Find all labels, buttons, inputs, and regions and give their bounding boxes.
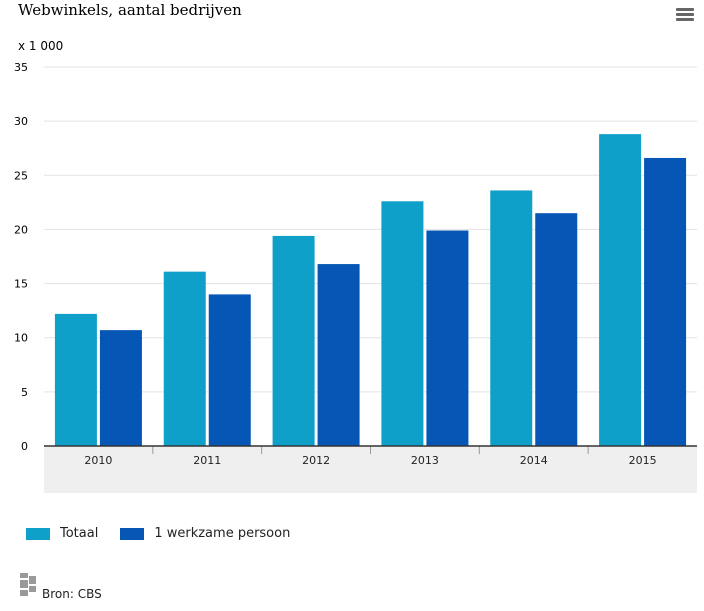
y-tick-label-20: 20 (14, 223, 28, 236)
bar-totaal-2015 (599, 134, 642, 446)
x-tick-label-2015: 2015 (629, 454, 657, 467)
legend-item-totaal[interactable]: Totaal (26, 526, 98, 541)
bar-werkzame-persoon-2010 (99, 330, 142, 446)
x-tick-label-2010: 2010 (84, 454, 112, 467)
bar-totaal-2012 (272, 235, 315, 446)
x-tick-label-2014: 2014 (520, 454, 548, 467)
bar-werkzame-persoon-2013 (426, 230, 469, 446)
x-tick-label-2011: 2011 (193, 454, 221, 467)
y-tick-label-15: 15 (14, 278, 28, 291)
legend-item-werkzame-persoon[interactable]: 1 werkzame persoon (120, 526, 290, 541)
cbs-logo-icon (20, 573, 36, 596)
source-label: Bron: CBS (42, 587, 102, 601)
bar-werkzame-persoon-2014 (535, 213, 578, 446)
legend-label-totaal: Totaal (60, 526, 99, 541)
bar-totaal-2013 (381, 201, 424, 446)
x-tick-label-2013: 2013 (411, 454, 439, 467)
bar-totaal-2010 (54, 313, 97, 446)
y-tick-label-35: 35 (14, 61, 28, 74)
legend-swatch-totaal (26, 527, 50, 540)
y-tick-label-5: 5 (21, 386, 28, 399)
bar-werkzame-persoon-2015 (644, 157, 687, 446)
bar-werkzame-persoon-2011 (208, 294, 251, 446)
bar-chart: 0 5 10 15 20 25 30 35 2010 2011 2012 2013 2014 2015 (14, 61, 697, 493)
y-axis-unit-label: x 1 000 (18, 39, 64, 53)
legend-label-werkzame-persoon: 1 werkzame persoon (154, 526, 291, 541)
bar-totaal-2014 (490, 190, 533, 446)
y-tick-label-25: 25 (14, 169, 28, 182)
y-tick-label-30: 30 (14, 115, 28, 128)
x-tick-label-2012: 2012 (302, 454, 330, 467)
hamburger-menu-icon[interactable] (676, 8, 694, 22)
chart-title: Webwinkels, aantal bedrijven (18, 1, 242, 19)
y-tick-label-0: 0 (21, 440, 28, 453)
legend-swatch-werkzame-persoon (120, 527, 145, 540)
bar-totaal-2011 (163, 271, 206, 446)
legend: Totaal 1 werkzame persoon (26, 526, 290, 541)
y-tick-label-10: 10 (14, 332, 28, 345)
bar-werkzame-persoon-2012 (317, 264, 360, 446)
